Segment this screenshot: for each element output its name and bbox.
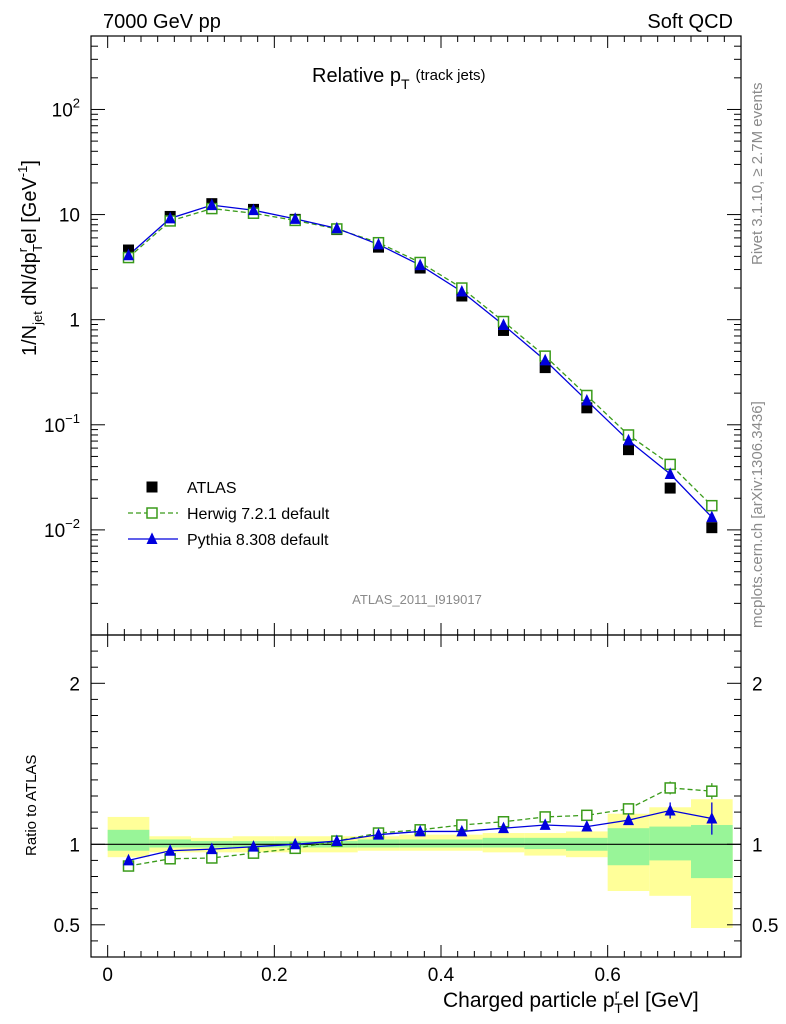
atlas-point	[706, 522, 718, 534]
ratio-y-tick-label-right: 0.5	[752, 916, 778, 937]
pythia-ratio-point	[123, 853, 134, 866]
atlas-point	[539, 362, 551, 374]
legend: ATLAS Herwig 7.2.1 default Pythia 8.308 de…	[128, 480, 330, 549]
y-tick-label: 10−1	[44, 411, 80, 437]
pythia-point	[581, 393, 593, 406]
pythia-point	[623, 433, 634, 446]
herwig-line	[128, 207, 713, 507]
pythia-point	[248, 203, 259, 216]
main-plot: 10−2 10−1 1 10 102	[44, 35, 742, 647]
x-tick-label: 0	[102, 965, 113, 986]
green-band-bin	[649, 826, 691, 861]
pythia-point	[289, 212, 301, 224]
pythia-point	[331, 221, 343, 234]
ratio-y-tick-label-left: 0.5	[54, 916, 80, 937]
green-band-bin	[149, 839, 191, 848]
main-plot-title: Relative pT (track jets)	[312, 65, 486, 92]
pythia-ratio-point	[248, 840, 259, 852]
ratio-frame	[90, 634, 742, 958]
y-tick-label: 10	[59, 206, 80, 227]
pythia-ratio-point	[414, 824, 426, 837]
ratio-y-tick-label-left: 1	[69, 835, 80, 856]
green-band-bin	[399, 839, 441, 848]
pythia-ratio-point	[706, 811, 718, 824]
pythia-ratio-point	[373, 828, 384, 840]
x-tick-label: 0.4	[428, 965, 455, 986]
pythia-point	[706, 510, 718, 523]
y-tick-label: 1	[69, 311, 80, 332]
green-band-bin	[524, 837, 566, 850]
pythia-ratio-point	[581, 819, 593, 832]
herwig-ratio-point	[206, 852, 218, 864]
pythia-point	[206, 198, 218, 211]
atlas-point	[581, 402, 593, 414]
pythia-ratio-point	[456, 824, 468, 837]
ratio-y-tick-label-left: 2	[69, 674, 80, 695]
legend-label-pythia: Pythia 8.308 default	[187, 532, 329, 549]
green-band-bin	[107, 829, 150, 851]
pythia-point	[414, 258, 426, 271]
pythia-ratio-point	[331, 834, 343, 847]
pythia-ratio-point	[623, 813, 634, 826]
herwig-ratio-point	[581, 809, 593, 822]
side-note-mcplots: mcplots.cern.ch [arXiv:1306.3436]	[749, 401, 766, 628]
x-tick-label: 0.6	[594, 965, 620, 986]
pythia-point	[539, 353, 551, 366]
green-band-bin	[607, 828, 650, 866]
atlas-point	[664, 482, 676, 494]
title-main: Relative p	[312, 65, 401, 87]
herwig-point	[706, 499, 718, 512]
pythia-ratio-point	[539, 818, 551, 830]
herwig-ratio-point	[622, 803, 635, 815]
pythia-ratio-point	[664, 803, 676, 816]
herwig-ratio-line	[128, 787, 712, 867]
x-axis-label: Charged particle pr Tel [GeV]	[443, 986, 699, 1016]
x-tick-label: 0.2	[261, 965, 287, 986]
title-sub: T	[401, 76, 410, 92]
legend-label-atlas: ATLAS	[187, 480, 237, 497]
herwig-ratio-point	[706, 785, 718, 797]
pythia-point	[664, 467, 676, 479]
pythia-ratio-point	[206, 842, 218, 855]
legend-marker-atlas	[146, 481, 158, 493]
side-note-rivet: Rivet 3.1.10, ≥ 2.7M events	[749, 83, 766, 266]
pythia-point	[123, 248, 134, 261]
ratio-plot: 0 0.2 0.4 0.6 0.5 0.5 1 1 2 2	[54, 634, 778, 986]
green-band-bin	[441, 839, 483, 848]
legend-marker-pythia	[146, 532, 158, 544]
header-left: 7000 GeV pp	[103, 11, 221, 33]
pythia-point	[456, 284, 468, 297]
legend-label-herwig: Herwig 7.2.1 default	[187, 506, 330, 523]
atlas-point	[498, 324, 509, 336]
analysis-id: ATLAS_2011_I919017	[352, 592, 482, 607]
ratio-y-axis-label: Ratio to ATLAS	[23, 755, 40, 856]
green-band-bin	[357, 839, 400, 848]
title-note: (track jets)	[416, 67, 486, 84]
pythia-ratio-point	[164, 844, 176, 856]
herwig-ratio-point	[664, 782, 676, 794]
main-y-axis-label: 1/Njet dN/dprTel [GeV-1]	[15, 160, 45, 356]
atlas-point	[623, 444, 634, 456]
ratio-y-tick-label-right: 2	[752, 674, 763, 695]
y-tick-label: 10−2	[44, 516, 80, 542]
pythia-ratio-point	[289, 837, 301, 850]
pythia-ratio-point	[498, 821, 509, 834]
legend-marker-herwig	[146, 507, 158, 519]
pythia-point	[498, 318, 509, 330]
pythia-point	[164, 211, 176, 224]
pythia-line	[128, 204, 713, 518]
y-tick-label: 102	[52, 95, 80, 121]
ratio-y-tick-label-right: 1	[752, 835, 763, 856]
pythia-point	[373, 237, 384, 250]
green-band-bin	[482, 837, 525, 848]
header-right: Soft QCD	[647, 11, 733, 33]
